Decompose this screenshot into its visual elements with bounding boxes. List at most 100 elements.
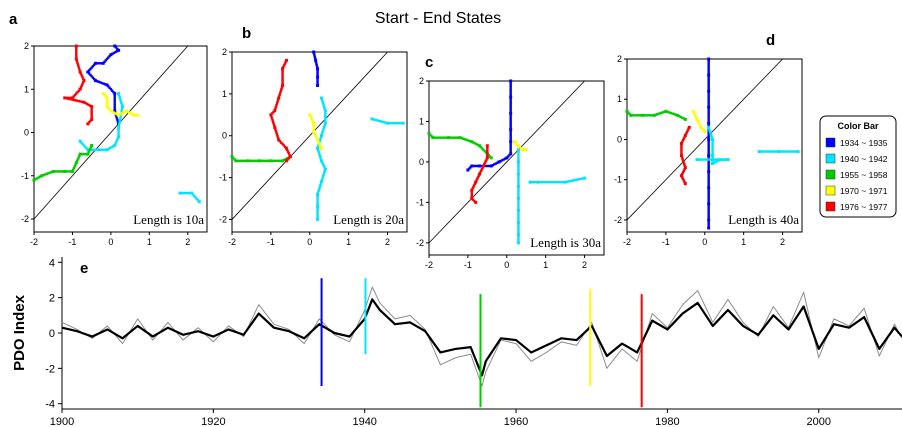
scatter-point [117,126,121,130]
scatter-point [79,100,82,103]
scatter-point [315,64,318,67]
scatter-point [707,146,710,149]
scatter-point [276,159,279,163]
figure-title: Start - End States [375,10,501,27]
scatter-point [104,83,107,86]
scatter-point [275,102,279,105]
scatter-point [253,159,256,163]
scatter-point [105,83,109,87]
scatter-point [796,150,800,154]
scatter-point [113,109,117,113]
scatter-point [270,115,273,118]
scatter-point [476,164,480,168]
scatter-point [517,156,520,160]
x-tick-label: -2 [425,260,433,270]
scatter-point [75,92,78,95]
scatter-point [648,114,651,117]
scatter-point [516,172,520,176]
scatter-point [517,205,520,208]
scatter-point [58,170,62,173]
scatter-point [281,69,284,72]
scatter-point [679,174,683,178]
scatter-point [77,99,80,103]
scatter-point [323,167,327,171]
scatter-point [113,96,116,100]
scatter-point [117,92,121,96]
scatter-point [707,184,710,187]
scatter-point [78,87,82,91]
scatter-point [195,197,198,201]
scatter-point [316,207,319,210]
scatter-point [115,49,119,53]
diagonal-line [33,45,189,220]
scatter-point [384,121,388,124]
scatter-point [190,191,194,195]
x-tick-label: 1 [543,260,548,270]
scatter-point [69,170,72,173]
scatter-point [496,161,499,164]
scatter-point [509,152,513,156]
scatter-point [707,142,710,145]
scatter-point [542,180,545,184]
scatter-point [194,196,197,199]
scatter-point [707,75,710,79]
scatter-point [711,158,714,161]
scatter-point [707,226,711,230]
scatter-point [319,159,323,163]
scatter-point [635,114,638,117]
scatter-point [118,123,121,126]
scatter-point [666,110,669,114]
legend-frame [819,115,897,218]
scatter-point [248,159,251,163]
scatter-point [680,152,683,156]
scatter-point [517,190,520,193]
scatter-point [322,104,325,107]
scatter-point [321,102,325,105]
scatter-point [109,88,113,91]
scatter-point [278,140,282,143]
scatter-point [656,112,659,116]
scatter-point [82,81,85,84]
scatter-point [680,150,683,154]
scatter-point [81,75,84,79]
scatter-point [707,118,710,121]
scatter-point [100,148,103,152]
scatter-point [480,164,483,168]
scatter-point [107,147,110,151]
scatter-point [316,214,319,218]
scatter-point [111,110,114,113]
scatter-series [466,79,513,172]
scatter-point [700,127,704,130]
x-tick-label: 1 [147,237,152,247]
scatter-point [479,169,483,173]
scatter-point [693,113,696,116]
scatter-point [90,107,93,110]
scatter-point [711,148,714,151]
scatter-point [109,53,113,57]
scatter-point [105,148,109,152]
scatter-point [474,180,478,184]
scatter-point [517,191,520,195]
x-tick-label: -2 [623,237,631,247]
scatter-point [517,224,520,228]
scatter-point [509,130,512,133]
scatter-point [76,63,80,66]
scatter-point [707,82,710,86]
scatter-point [517,164,520,168]
scatter-point [761,150,765,153]
scatter-point [707,220,710,223]
scatter-point [681,172,684,176]
scatter-point [67,97,70,100]
scatter-point [82,79,86,83]
scatter-point [484,159,487,163]
scatter-point [42,173,45,177]
scatter-point [273,125,277,129]
scatter-point [276,136,280,140]
scatter-point [271,159,274,163]
y-tick-label: 0 [24,128,29,138]
scatter-point [316,67,320,71]
scatter-point [105,105,109,109]
scatter-point [509,91,512,95]
scatter-point [709,131,712,134]
scatter-point [322,127,325,130]
